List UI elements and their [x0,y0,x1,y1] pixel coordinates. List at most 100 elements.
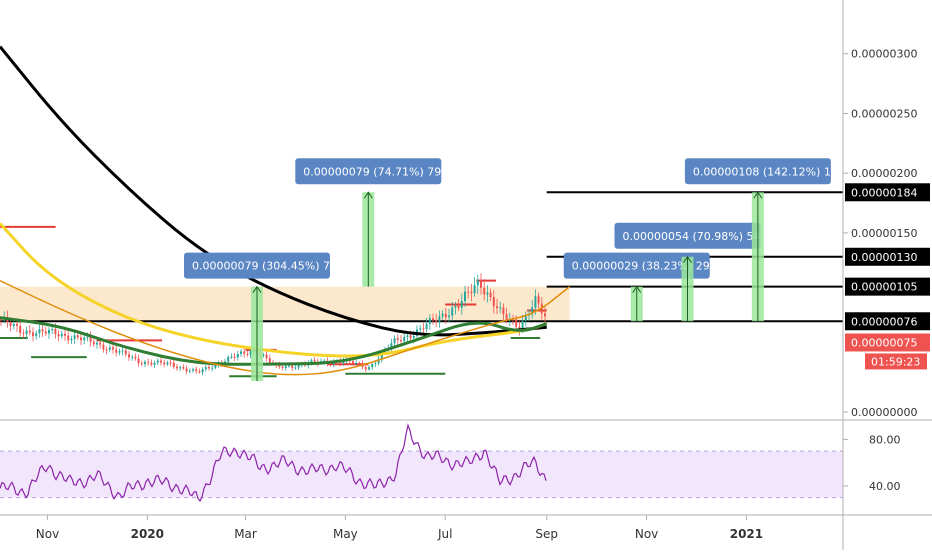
candle-body [329,363,332,365]
range-label-2: 0.00000029 (38.23%) 29 [572,260,710,273]
level-tag-1 [845,247,930,266]
candle-body [41,329,44,332]
candle-body [313,360,316,362]
candle-body [393,338,396,344]
candle-body [182,367,185,369]
x-tick-label-4: Jul [437,527,452,541]
candle-body [467,291,470,293]
moving-average-1 [0,222,548,358]
candle-body [240,351,242,355]
moving-average-2 [0,316,548,366]
rsi-axis-background [844,422,932,515]
candle-body [352,361,354,364]
range-arrow-head-4 [753,191,763,199]
candle-body [201,369,204,373]
candle-body [80,337,82,341]
level-tag-3 [845,312,930,331]
candle-body [534,296,537,308]
candle-body [137,358,140,364]
candle-body [67,335,70,341]
candle-body [147,361,150,363]
candle-body [166,362,169,365]
candle-body [499,307,502,309]
candle-body [390,343,393,349]
candle-body [211,367,214,369]
candle-body [425,323,428,330]
candle-body [435,320,438,322]
candle-body [96,342,98,345]
candle-body [140,363,143,365]
x-tick-label-2: Mar [234,527,257,541]
candle-body [454,305,457,308]
x-tick-label-3: May [333,527,358,541]
candle-body [432,318,434,321]
candle-body [489,292,492,298]
candle-body [470,291,473,294]
level-tag-label-3: 0.00000076 [851,315,917,328]
candle-body [515,319,518,327]
candle-body [374,363,377,365]
candle-body [192,369,194,371]
candle-body [512,319,514,321]
range-label-3: 0.00000054 (70.98%) 54 [622,230,760,243]
y-tick-label-2: 0.00000200 [851,167,917,180]
candle-body [121,350,124,352]
x-tick-label-0: Nov [36,527,59,541]
range-label-box-1 [295,158,442,185]
candle-body [448,315,450,318]
candle-body [179,367,182,369]
candle-body [464,291,466,302]
candle-body [505,314,508,321]
candle-body [105,349,108,351]
candle-body [83,337,86,341]
candle-body [492,297,495,307]
candle-body [73,335,76,339]
candle-body [262,354,265,356]
candle-body [76,335,79,338]
candle-body [150,362,153,365]
candle-body [28,330,31,333]
range-arrow-head-1 [363,191,373,199]
level-tag-label-0: 0.00000184 [851,186,917,199]
range-arrow-head-0 [252,285,262,293]
candle-body [496,306,498,309]
candle-body [54,329,57,335]
candle-body [176,366,178,369]
candle-body [297,364,300,368]
candle-body [16,323,18,326]
candle-body [364,367,367,370]
rsi-tick-label-0: 80.00 [869,433,901,446]
level-tag-label-2: 0.00000105 [851,281,917,294]
candle-body [457,305,460,308]
rsi-tick-label-1: 40.00 [869,480,901,493]
y-tick-label-0: 0.00000300 [851,48,917,61]
candle-body [371,364,374,368]
candle-body [227,357,230,362]
x-tick-label-6: Nov [635,527,658,541]
candle-body [419,328,422,330]
candle-body [112,347,114,350]
candle-body [531,307,534,315]
range-label-4: 0.00000108 (142.12%) 108 [693,165,845,178]
candle-body [422,328,425,330]
candle-body [64,333,66,336]
candle-body [310,360,313,364]
candle-body [124,350,127,355]
countdown-tag [865,353,927,370]
candle-body [25,330,28,334]
candle-body [131,356,134,358]
candle-body [451,307,454,316]
candle-body [377,358,380,364]
candle-body [38,329,41,334]
candle-body [70,338,73,341]
candle-body [48,329,50,334]
candle-body [0,318,2,320]
candle-body [160,360,162,363]
candle-body [153,362,156,365]
candle-body [438,316,441,322]
candle-body [265,354,268,359]
range-label-box-3 [614,222,761,249]
candle-body [323,360,326,362]
